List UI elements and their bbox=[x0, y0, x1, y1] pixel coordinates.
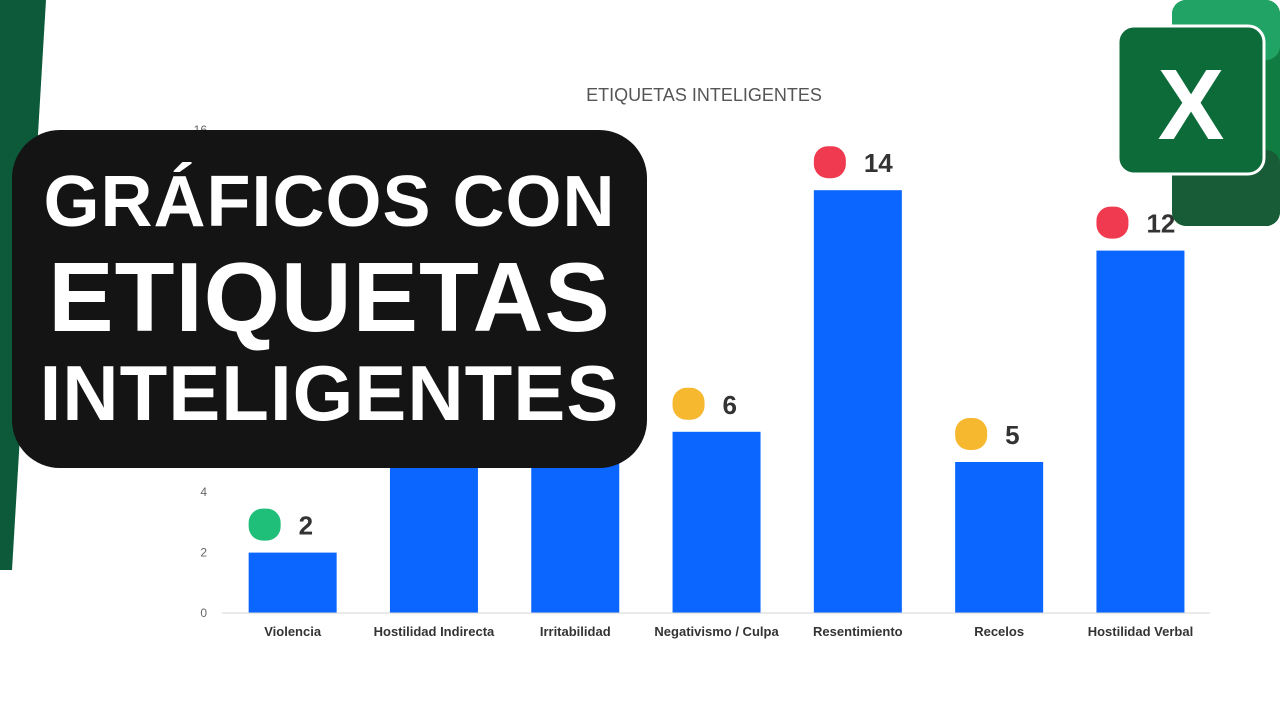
banner-line-1: GRÁFICOS CON bbox=[43, 162, 616, 242]
x-tick-label: Hostilidad Verbal bbox=[1088, 624, 1193, 639]
data-label: 12 bbox=[1146, 209, 1175, 239]
status-marker bbox=[248, 508, 281, 541]
excel-logo-letter: X bbox=[1158, 49, 1225, 161]
banner-line-2: ETIQUETAS bbox=[48, 242, 611, 352]
bar bbox=[813, 190, 902, 613]
chart-title: ETIQUETAS INTELIGENTES bbox=[586, 85, 822, 105]
y-tick-label: 4 bbox=[200, 485, 207, 499]
x-tick-label: Violencia bbox=[264, 624, 322, 639]
status-marker bbox=[672, 387, 705, 420]
x-tick-label: Irritabilidad bbox=[540, 624, 611, 639]
data-label: 6 bbox=[723, 390, 737, 420]
bar bbox=[531, 462, 620, 613]
data-label: 5 bbox=[1005, 420, 1019, 450]
status-marker bbox=[1096, 206, 1129, 239]
x-tick-label: Negativismo / Culpa bbox=[654, 624, 779, 639]
title-banner: GRÁFICOS CON ETIQUETAS INTELIGENTES bbox=[12, 130, 647, 468]
x-tick-label: Hostilidad Indirecta bbox=[374, 624, 495, 639]
bar bbox=[1096, 250, 1185, 613]
x-tick-label: Resentimiento bbox=[813, 624, 903, 639]
y-tick-label: 2 bbox=[200, 546, 207, 560]
status-marker bbox=[955, 418, 988, 450]
x-tick-label: Recelos bbox=[974, 624, 1024, 639]
data-label: 2 bbox=[299, 511, 313, 541]
banner-line-3: INTELIGENTES bbox=[39, 349, 620, 437]
bar bbox=[248, 552, 337, 613]
status-marker bbox=[813, 146, 846, 179]
data-label: 14 bbox=[864, 148, 893, 178]
y-tick-label: 0 bbox=[200, 606, 207, 620]
bar bbox=[955, 462, 1044, 613]
excel-logo-icon: X bbox=[1116, 0, 1280, 226]
bar bbox=[672, 431, 761, 613]
